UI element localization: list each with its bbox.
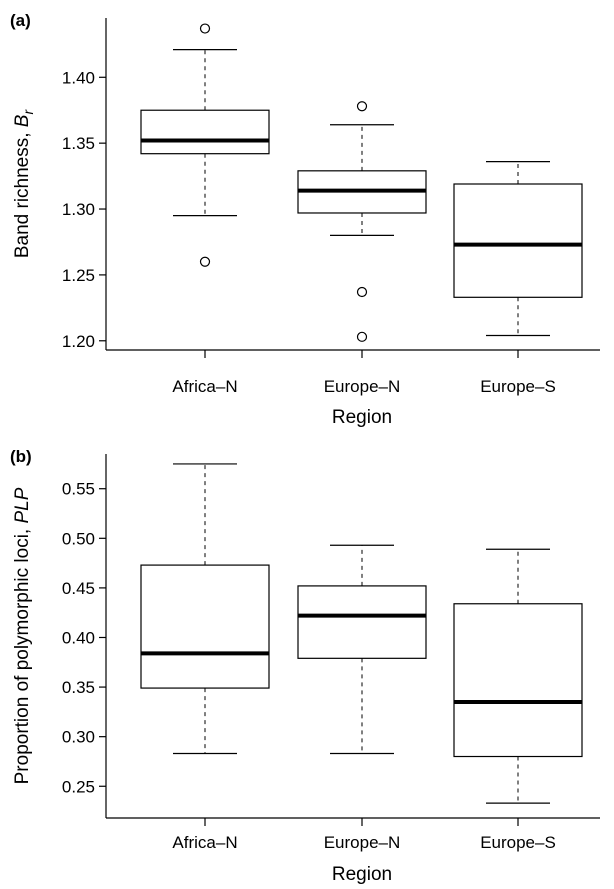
- panel-label: (a): [10, 11, 31, 30]
- panel-b: (b) 0.25 0.30 0.35 0.40 0.45 0.50 0.55 Africa–N E…: [10, 447, 600, 885]
- box-2: [297, 544, 427, 755]
- y-tick-label: 0.25: [62, 777, 95, 796]
- y-tick-label: 1.20: [62, 332, 95, 351]
- y-tick-label: 1.40: [62, 68, 95, 87]
- y-tick-label: 0.45: [62, 579, 95, 598]
- y-tick-label: 0.50: [62, 529, 95, 548]
- y-axis-title-subscript: r: [20, 109, 36, 115]
- outlier-point: [199, 23, 211, 34]
- y-axis-title-text: Band richness,: [12, 127, 33, 258]
- x-tick-label: Europe–S: [480, 377, 556, 396]
- y-axis-title: Proportion of polymorphic loci, PLP: [12, 487, 33, 784]
- y-axis-title-symbol: B: [12, 114, 33, 127]
- outlier-point: [356, 101, 368, 112]
- x-tick-label: Africa–N: [172, 833, 237, 852]
- box-3: [453, 548, 583, 804]
- outlier-point: [199, 256, 211, 267]
- box-2: [297, 101, 427, 342]
- x-tick-label: Europe–S: [480, 833, 556, 852]
- panel-label: (b): [10, 447, 32, 466]
- box-1: [140, 23, 270, 267]
- y-tick-label: 0.35: [62, 678, 95, 697]
- y-tick-label: 1.25: [62, 266, 95, 285]
- x-tick-label: Africa–N: [172, 377, 237, 396]
- x-tick-label: Europe–N: [324, 833, 401, 852]
- outlier-point: [356, 331, 368, 342]
- y-axis-title-text: Proportion of polymorphic loci,: [12, 524, 33, 785]
- y-tick-label: 1.35: [62, 134, 95, 153]
- x-axis-title: Region: [332, 864, 392, 884]
- box-1: [140, 463, 270, 755]
- box-iqr: [453, 183, 583, 298]
- box-3: [453, 161, 583, 337]
- x-tick-label: Europe–N: [324, 377, 401, 396]
- y-tick-label: 0.55: [62, 480, 95, 499]
- box-iqr: [140, 564, 270, 689]
- box-iqr: [297, 585, 427, 659]
- y-axis-title-symbol: PLP: [12, 487, 33, 523]
- box-iqr: [453, 603, 583, 758]
- y-tick-label: 0.40: [62, 628, 95, 647]
- x-axis-title: Region: [332, 407, 392, 428]
- y-tick-label: 1.30: [62, 200, 95, 219]
- y-axis-title: Band richness, Br: [12, 109, 36, 259]
- box-iqr: [140, 109, 270, 155]
- y-tick-label: 0.30: [62, 728, 95, 747]
- outlier-point: [356, 286, 368, 298]
- panel-a: (a) 1.20 1.25 1.30 1.35 1.40 Africa–N Europe–N E…: [10, 11, 600, 428]
